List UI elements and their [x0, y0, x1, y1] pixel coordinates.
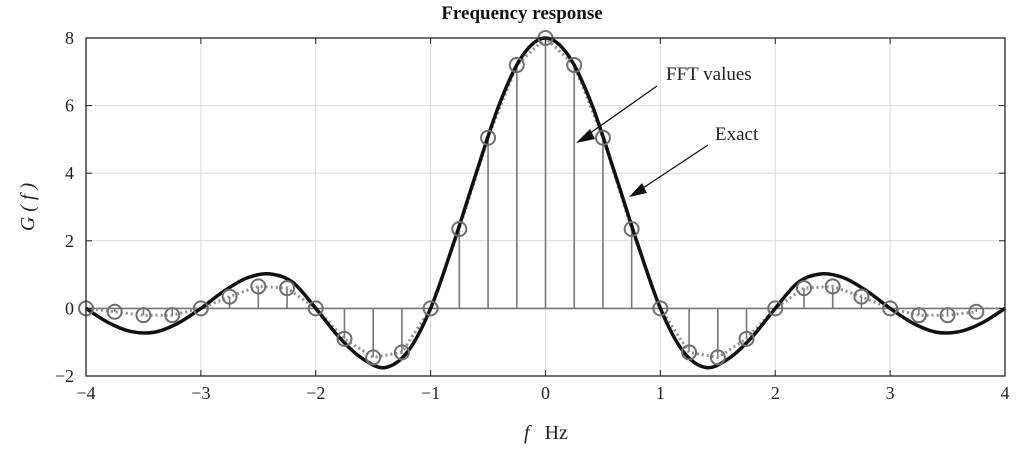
x-tick-label: −2	[306, 383, 325, 403]
y-tick-label: 6	[65, 96, 74, 116]
annotation-exact-label: Exact	[715, 124, 759, 145]
x-axis-label: f Hz	[524, 422, 568, 444]
annotation-fft-values-label: FFT values	[666, 64, 752, 85]
fft-marker	[939, 307, 956, 324]
fft-dotted-envelope	[85, 35, 977, 359]
y-tick-label: 2	[65, 231, 74, 251]
x-tick-label: 4	[1001, 383, 1010, 403]
x-tick-label: 0	[541, 383, 550, 403]
fft-marker	[422, 300, 439, 317]
fft-marker	[709, 349, 726, 366]
y-tick-label: 0	[65, 298, 74, 318]
fft-marker	[279, 280, 296, 297]
fft-marker	[221, 288, 238, 305]
y-axis-label-text: G ( f )	[17, 183, 39, 232]
fft-marker	[164, 307, 181, 324]
annotation-exact-arrowhead	[629, 183, 647, 197]
annotation-fft-values-arrowhead	[576, 129, 595, 143]
annotation-exact-arrow	[639, 144, 709, 191]
chart-title: Frequency response	[441, 3, 602, 24]
fft-marker	[910, 307, 927, 324]
fft-marker	[795, 280, 812, 297]
fft-marker	[623, 220, 640, 237]
x-tick-label: 3	[886, 383, 895, 403]
fft-marker	[106, 303, 123, 320]
x-tick-label: −1	[421, 383, 440, 403]
fft-marker	[882, 300, 899, 317]
fft-marker	[681, 344, 698, 361]
fft-marker	[594, 129, 611, 146]
fft-marker	[824, 278, 841, 295]
x-tick-label: 2	[771, 383, 780, 403]
fft-marker	[508, 57, 525, 74]
y-axis-label: G ( f )	[17, 183, 39, 232]
y-tick-label: 8	[65, 28, 74, 48]
fft-marker	[652, 300, 669, 317]
x-tick-label: 1	[656, 383, 665, 403]
x-tick-label: −4	[76, 383, 95, 403]
x-tick-label: −3	[191, 383, 210, 403]
fft-marker	[767, 300, 784, 317]
fft-marker	[192, 300, 209, 317]
fft-marker	[738, 330, 755, 347]
fft-marker	[480, 129, 497, 146]
axis-ticks: −4 −3 −2 −1 0 1 2 3 4 −2 0 2 4 6 8	[55, 28, 1010, 403]
y-tick-label: −2	[55, 366, 74, 386]
fft-marker	[307, 300, 324, 317]
annotation-exact: Exact	[629, 124, 759, 197]
fft-marker	[393, 344, 410, 361]
plot-area	[78, 30, 1006, 370]
fft-marker	[135, 307, 152, 324]
fft-marker	[336, 330, 353, 347]
fft-marker	[853, 288, 870, 305]
x-axis-label-var: f	[524, 422, 532, 444]
y-tick-label: 4	[65, 163, 74, 183]
x-axis-label-unit: Hz	[545, 422, 568, 444]
fft-marker	[968, 303, 985, 320]
fft-marker	[250, 278, 267, 295]
fft-marker	[365, 349, 382, 366]
fft-marker	[566, 57, 583, 74]
fft-marker	[451, 220, 468, 237]
annotation-fft-values-arrow	[585, 85, 658, 137]
annotation-fft-values: FFT values	[576, 64, 752, 143]
